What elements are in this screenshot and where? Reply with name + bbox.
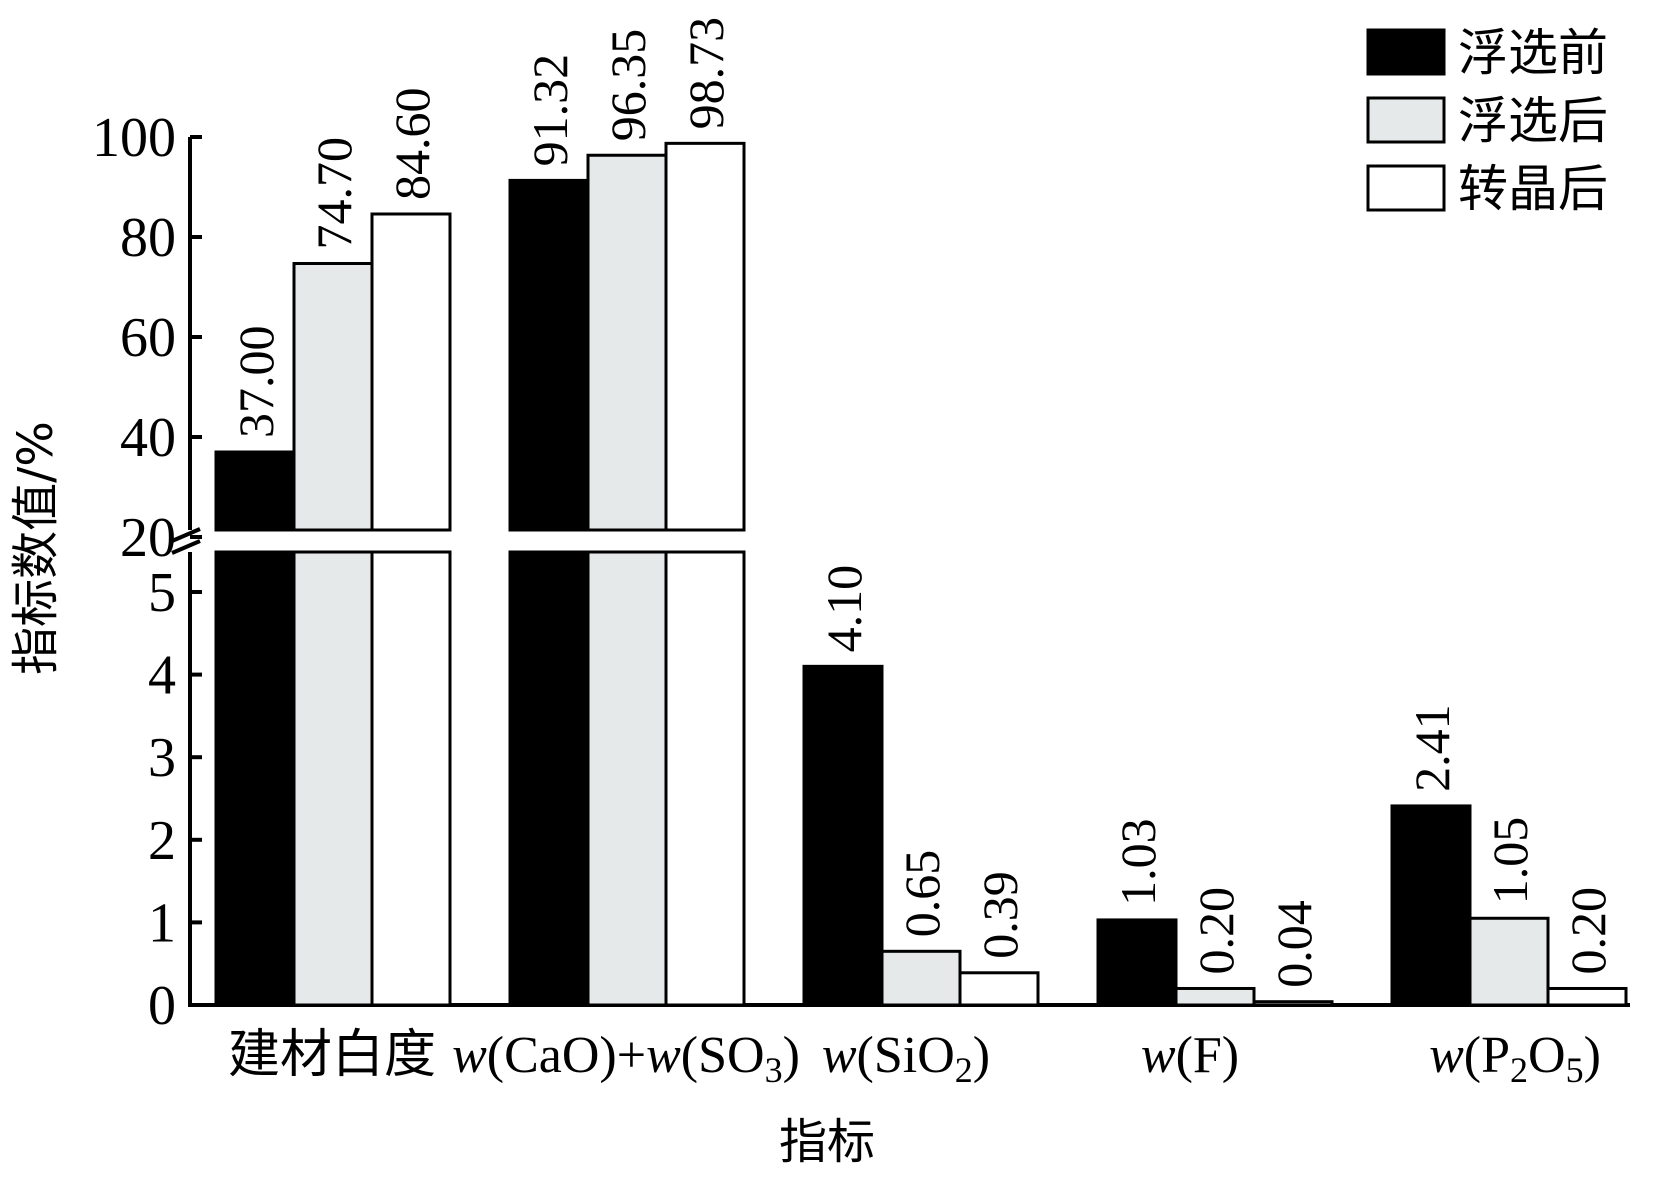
data-label: 1.03 <box>1110 818 1166 906</box>
y-tick-label: 5 <box>148 562 176 624</box>
bar <box>1390 804 1472 1007</box>
y-axis-title: 指标数值/% <box>8 421 64 675</box>
x-tick-label: w(CaO)+w(SO3) <box>452 1027 800 1090</box>
bar <box>880 949 962 1007</box>
axis-break-mark <box>171 527 201 543</box>
y-tick-label: 0 <box>148 975 176 1037</box>
data-label: 1.05 <box>1482 817 1538 905</box>
x-tick-label: w(F) <box>1141 1027 1239 1084</box>
bar <box>586 153 668 532</box>
x-axis-title: 指标 <box>779 1114 875 1170</box>
legend-swatch <box>1366 28 1446 76</box>
y-tick-label: 60 <box>120 307 176 369</box>
bar <box>1468 916 1550 1007</box>
y-tick-label: 80 <box>120 207 176 269</box>
bar <box>1096 918 1178 1007</box>
bar <box>1174 986 1256 1007</box>
data-label: 0.20 <box>1560 887 1616 975</box>
bar <box>292 262 374 532</box>
data-label: 0.65 <box>894 850 950 938</box>
bar <box>370 550 452 1007</box>
bar <box>370 212 452 532</box>
bar <box>508 550 590 1007</box>
data-label: 2.41 <box>1404 704 1460 792</box>
bar <box>214 450 296 532</box>
data-label: 37.00 <box>228 326 284 439</box>
x-tick-label: 建材白度 <box>228 1025 436 1085</box>
bar <box>664 550 746 1007</box>
data-label: 0.39 <box>972 871 1028 959</box>
legend-swatch <box>1366 96 1446 144</box>
data-label: 74.70 <box>306 137 362 250</box>
x-tick-label: w(P2O5) <box>1429 1027 1601 1090</box>
bars <box>214 141 1628 1007</box>
x-tick-label: w(SiO2) <box>822 1027 990 1090</box>
legend-label: 浮选前 <box>1458 24 1608 82</box>
legend-label: 浮选后 <box>1458 92 1608 150</box>
bar <box>802 664 884 1007</box>
bar <box>1546 986 1628 1007</box>
y-tick-label: 1 <box>148 892 176 954</box>
y-tick-label: 100 <box>92 107 176 169</box>
y-tick-label: 2 <box>148 810 176 872</box>
bar <box>292 550 374 1007</box>
legend-swatch <box>1366 164 1446 212</box>
bar <box>664 141 746 532</box>
x-category-labels: 建材白度 w(CaO)+w(SO3) w(SiO2) w(F) w(P2O5) <box>228 1025 1601 1090</box>
y-tick-label: 4 <box>148 645 176 707</box>
bar <box>508 178 590 532</box>
data-labels: 37.00 91.32 4.10 1.03 2.41 74.70 96.35 0.65 0.20… <box>228 17 1616 988</box>
bar <box>586 550 668 1007</box>
bar <box>214 550 296 1007</box>
y-tick-labels: 20 40 60 80 100 0 1 2 3 4 5 <box>92 107 176 1037</box>
data-label: 0.04 <box>1266 900 1322 988</box>
data-label: 0.20 <box>1188 887 1244 975</box>
data-label: 96.35 <box>600 29 656 142</box>
y-tick-label: 20 <box>120 507 176 569</box>
data-label: 84.60 <box>384 88 440 201</box>
axis-break-mark <box>171 539 201 555</box>
bar <box>958 971 1040 1007</box>
legend-label: 转晶后 <box>1458 160 1608 218</box>
data-label: 98.73 <box>678 17 734 130</box>
data-label: 4.10 <box>816 565 872 653</box>
y-tick-label: 3 <box>148 727 176 789</box>
bar <box>1252 1000 1334 1007</box>
data-label: 91.32 <box>522 54 578 167</box>
y-tick-label: 40 <box>120 407 176 469</box>
